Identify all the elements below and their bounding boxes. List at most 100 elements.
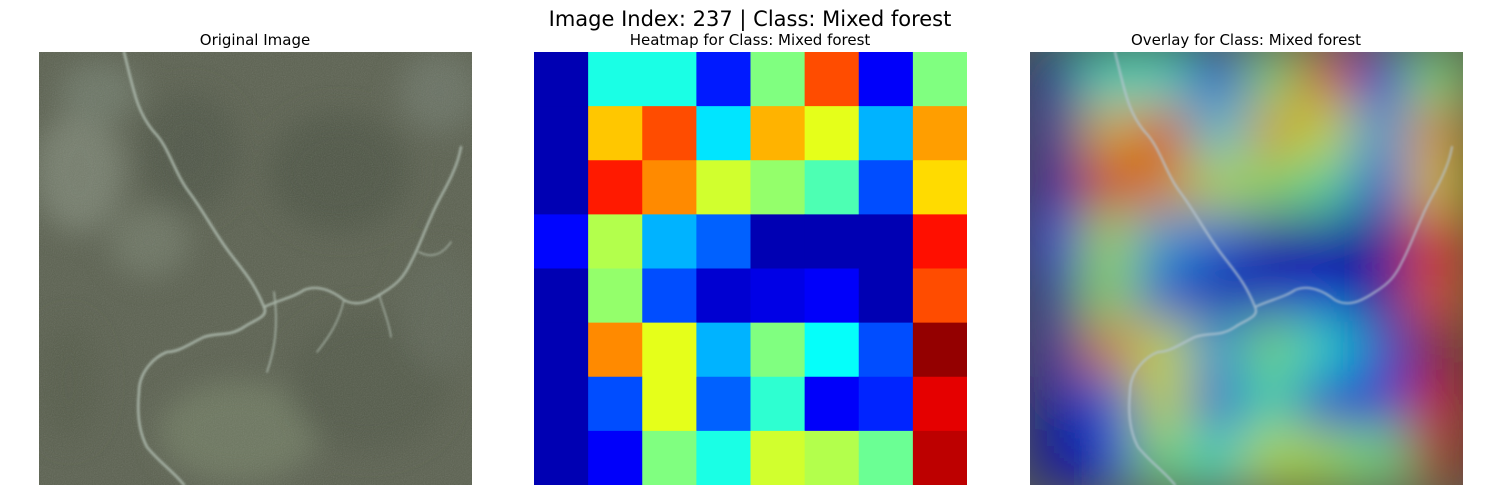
heatmap-cell xyxy=(696,376,752,432)
heatmap-cell xyxy=(696,268,752,324)
heatmap-cell xyxy=(588,376,643,432)
overlay-cell xyxy=(1030,374,1087,433)
overlay-cell xyxy=(1082,158,1141,217)
heatmap-cell xyxy=(912,322,967,378)
heatmap-cell xyxy=(642,430,697,485)
heatmap-cell xyxy=(696,52,752,107)
overlay-composite xyxy=(1030,52,1463,485)
heatmap-cell xyxy=(804,214,860,270)
heatmap-cell xyxy=(642,376,697,432)
heatmap-cell xyxy=(696,430,752,485)
overlay-cell xyxy=(1406,52,1463,109)
overlay-cell xyxy=(1136,266,1195,325)
overlay-cell xyxy=(1030,52,1087,109)
overlay-cell xyxy=(1244,320,1303,379)
heatmap-cell xyxy=(588,430,643,485)
overlay-cell xyxy=(1352,266,1411,325)
heatmap-cell xyxy=(804,430,860,485)
heatmap-cell xyxy=(534,214,589,270)
overlay-cell xyxy=(1136,320,1195,379)
overlay-cell xyxy=(1406,428,1463,485)
overlay-cell xyxy=(1406,320,1463,379)
overlay-cell xyxy=(1030,320,1087,379)
heatmap-cell xyxy=(858,322,914,378)
overlay-cell xyxy=(1244,374,1303,433)
overlay-image xyxy=(1030,52,1463,485)
heatmap-cell xyxy=(588,52,643,107)
heatmap-cell xyxy=(534,430,589,485)
overlay-cell xyxy=(1298,374,1357,433)
heatmap-cell xyxy=(642,52,697,107)
satellite-image xyxy=(39,52,472,485)
overlay-cell xyxy=(1136,52,1195,109)
overlay-cell xyxy=(1298,428,1357,485)
heatmap-cell xyxy=(750,106,806,161)
heatmap-cell xyxy=(534,106,589,161)
heatmap-cell xyxy=(750,160,806,215)
heatmap-cell xyxy=(858,268,914,324)
overlay-cell xyxy=(1190,104,1249,163)
original-image xyxy=(39,52,472,485)
overlay-cell xyxy=(1298,52,1357,109)
heatmap-cell xyxy=(750,430,806,485)
overlay-cell xyxy=(1082,52,1141,109)
heatmap-cell xyxy=(750,214,806,270)
heatmap-cell xyxy=(534,52,589,107)
overlay-cell xyxy=(1406,374,1463,433)
heatmap-cell xyxy=(912,268,967,324)
heatmap-cell xyxy=(750,376,806,432)
heatmap-cell xyxy=(804,160,860,215)
overlay-cell xyxy=(1244,428,1303,485)
heatmap-grid xyxy=(534,52,967,485)
heatmap-cell xyxy=(858,106,914,161)
heatmap-title: Heatmap for Class: Mixed forest xyxy=(629,31,871,49)
overlay-cell xyxy=(1298,212,1357,271)
overlay-cell xyxy=(1244,212,1303,271)
overlay-cell xyxy=(1082,320,1141,379)
overlay-cell xyxy=(1190,428,1249,485)
heatmap-cell xyxy=(642,106,697,161)
heatmap-cell xyxy=(750,52,806,107)
overlay-cell xyxy=(1298,104,1357,163)
overlay-cell xyxy=(1030,212,1087,271)
overlay-cell xyxy=(1352,320,1411,379)
overlay-cell xyxy=(1406,158,1463,217)
heatmap-cell xyxy=(696,160,752,215)
overlay-cell xyxy=(1030,104,1087,163)
heatmap-cell xyxy=(696,106,752,161)
overlay-cell xyxy=(1082,104,1141,163)
heatmap-cell xyxy=(750,268,806,324)
heatmap-cell xyxy=(912,106,967,161)
heatmap-cell xyxy=(642,322,697,378)
heatmap-cell xyxy=(858,52,914,107)
overlay-cell xyxy=(1298,320,1357,379)
heatmap-cell xyxy=(804,106,860,161)
heatmap-cell xyxy=(696,214,752,270)
overlay-title: Overlay for Class: Mixed forest xyxy=(1130,31,1362,49)
heatmap-cell xyxy=(696,322,752,378)
overlay-cell xyxy=(1244,104,1303,163)
overlay-cell xyxy=(1406,212,1463,271)
overlay-cell xyxy=(1082,266,1141,325)
heatmap-cell xyxy=(858,160,914,215)
overlay-cell xyxy=(1352,428,1411,485)
heatmap-cell xyxy=(912,52,967,107)
heatmap-cell xyxy=(534,376,589,432)
heatmap-cell xyxy=(642,160,697,215)
overlay-cell xyxy=(1190,266,1249,325)
heatmap-cell xyxy=(912,160,967,215)
overlay-cell xyxy=(1190,320,1249,379)
heatmap-cell xyxy=(588,106,643,161)
heatmap-image xyxy=(534,52,967,485)
overlay-cell xyxy=(1136,374,1195,433)
heatmap-cell xyxy=(804,268,860,324)
heatmap-cell xyxy=(642,214,697,270)
heatmap-cell xyxy=(588,214,643,270)
overlay-cell xyxy=(1190,374,1249,433)
heatmap-cell xyxy=(912,430,967,485)
heatmap-cell xyxy=(588,160,643,215)
heatmap-cell xyxy=(858,376,914,432)
overlay-cell xyxy=(1298,158,1357,217)
overlay-cell xyxy=(1406,104,1463,163)
overlay-cell xyxy=(1352,104,1411,163)
